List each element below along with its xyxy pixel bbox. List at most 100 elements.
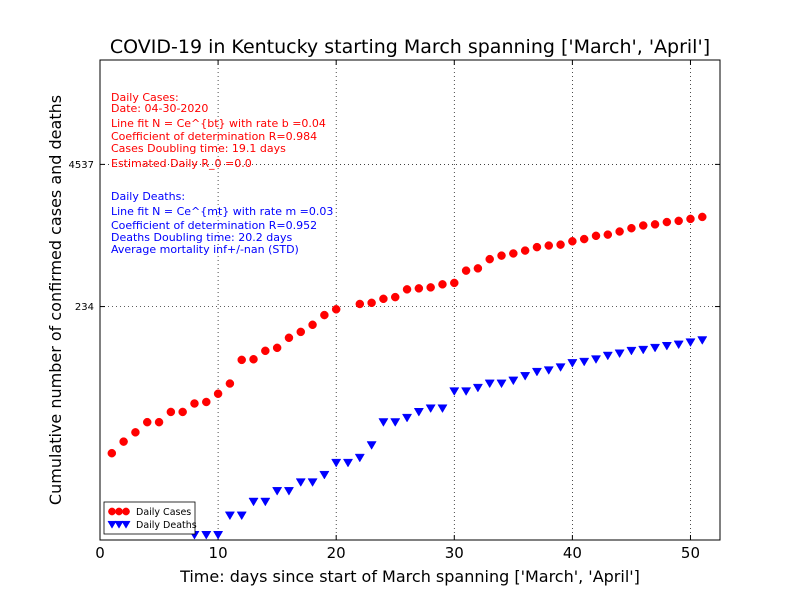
case-point <box>638 221 648 230</box>
x-tick-label: 40 <box>563 544 582 562</box>
case-point <box>579 234 589 244</box>
legend-label-deaths: Daily Deaths <box>136 520 197 531</box>
death-point <box>201 531 212 540</box>
chart-marks <box>107 212 708 540</box>
case-point <box>331 305 341 314</box>
death-point <box>543 366 554 375</box>
case-point <box>178 407 187 417</box>
case-point <box>485 254 494 264</box>
case-point <box>237 355 246 365</box>
death-point <box>461 387 472 396</box>
death-point <box>673 340 684 350</box>
legend-box <box>103 501 196 535</box>
death-point <box>590 355 602 364</box>
death-point <box>508 376 519 386</box>
chart-title: COVID-19 in Kentucky starting March span… <box>110 36 710 58</box>
case-point <box>119 437 128 446</box>
death-point <box>236 511 247 521</box>
case-point <box>568 237 577 246</box>
deaths-annotation-header: Daily Deaths: <box>111 190 185 203</box>
death-point <box>248 497 259 507</box>
cases-annotation-fit: Line fit N = Ce^{bt} with rate b =0.04 <box>111 117 326 130</box>
legend-label-cases: Daily Cases <box>136 507 191 518</box>
death-point <box>626 346 637 356</box>
case-point <box>532 242 542 252</box>
case-point <box>154 417 164 427</box>
death-point <box>484 379 495 389</box>
death-point <box>354 453 365 463</box>
case-point <box>544 241 554 250</box>
cases-annotation-header: Daily Cases: <box>111 91 179 104</box>
cases-annotation-r0: Estimated Daily R_0 =0.0 <box>111 157 252 170</box>
case-point <box>107 448 117 458</box>
case-point <box>142 417 152 427</box>
legend: Daily Cases Daily Deaths <box>103 501 197 535</box>
death-point <box>638 345 649 355</box>
legend-symbol <box>115 507 123 516</box>
case-point <box>320 310 329 320</box>
legend-marker-cases <box>108 507 130 516</box>
case-point <box>367 298 376 308</box>
case-point <box>662 217 672 227</box>
legend-symbol <box>108 507 116 516</box>
cases-annotation-date: Date: 04-30-2020 <box>111 102 208 115</box>
case-point <box>308 320 317 330</box>
death-point <box>496 379 507 389</box>
death-point <box>213 531 224 540</box>
death-point <box>579 357 590 367</box>
case-point <box>461 266 471 275</box>
x-axis-label: Time: days since start of March spanning… <box>179 567 640 586</box>
case-point <box>402 285 412 294</box>
case-point <box>650 220 660 229</box>
case-point <box>202 397 211 407</box>
case-point <box>686 214 695 224</box>
fit-annotations: Daily Cases: Date: 04-30-2020 Line fit N… <box>111 91 333 256</box>
y-axis-label: Cumulative number of confirmed cases and… <box>46 95 65 505</box>
plot-frame <box>99 59 721 541</box>
deaths-series <box>189 336 708 540</box>
case-point <box>225 379 235 388</box>
x-tick-label: 30 <box>445 544 464 562</box>
case-point <box>379 294 388 304</box>
death-point <box>472 383 483 393</box>
legend-symbol <box>122 507 130 516</box>
case-point <box>473 264 483 273</box>
case-point <box>249 355 258 364</box>
death-point <box>272 487 283 496</box>
case-point <box>213 389 223 398</box>
death-point <box>413 408 424 417</box>
death-point <box>661 341 672 351</box>
case-point <box>520 246 530 255</box>
death-point <box>555 363 566 372</box>
case-point <box>556 240 565 249</box>
death-point <box>331 458 342 468</box>
deaths-annotation-mortality: Average mortality inf+/-nan (STD) <box>111 243 299 256</box>
deaths-annotation-doubling: Deaths Doubling time: 20.2 days <box>111 231 292 244</box>
case-point <box>190 399 199 408</box>
case-point <box>261 346 270 356</box>
x-tick-label: 50 <box>681 544 700 562</box>
death-point <box>602 351 613 361</box>
case-point <box>698 212 707 222</box>
case-point <box>355 299 365 309</box>
x-tick-label: 20 <box>327 544 346 562</box>
case-point <box>426 283 435 292</box>
death-point <box>567 359 578 368</box>
death-point <box>425 404 436 414</box>
death-point <box>685 338 696 347</box>
case-point <box>615 227 624 236</box>
death-point <box>378 418 389 427</box>
legend-symbol <box>107 520 117 529</box>
case-point <box>166 407 176 417</box>
death-point <box>697 336 708 345</box>
legend-marker-deaths <box>107 520 131 529</box>
death-point <box>390 418 401 427</box>
case-point <box>603 230 613 239</box>
case-point <box>390 292 400 302</box>
case-point <box>497 251 506 260</box>
death-point <box>342 458 354 468</box>
death-point <box>307 478 318 487</box>
case-point <box>591 231 601 241</box>
death-point <box>402 413 413 423</box>
